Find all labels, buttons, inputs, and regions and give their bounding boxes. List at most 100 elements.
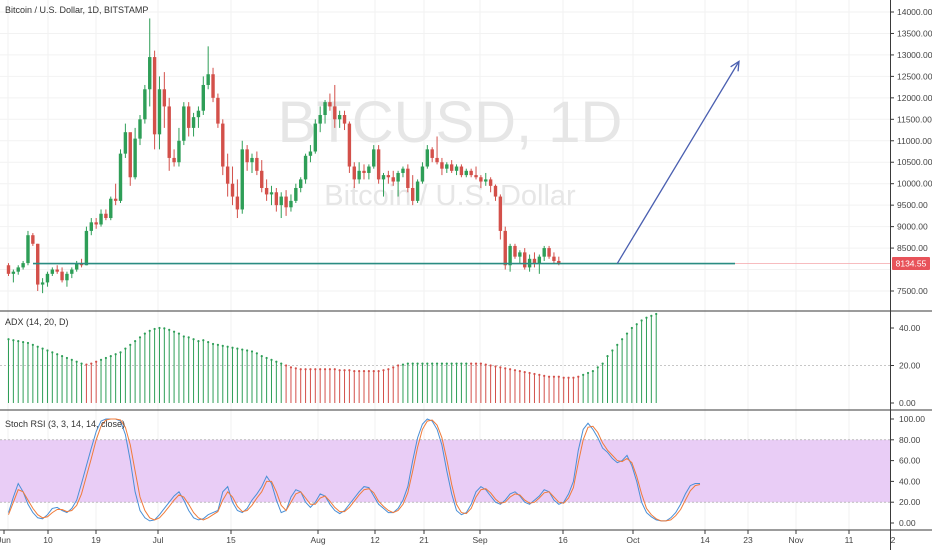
candle (255, 151, 259, 176)
adx-point (421, 362, 424, 365)
time-scale[interactable]: Jun 10 19 Jul 15 Aug 12 21 Sep 16 Oct 14 23 Nov 11 2 (0, 530, 896, 545)
adx-point (65, 356, 69, 360)
candle-body (469, 170, 473, 176)
candle-body (201, 84, 205, 111)
adx-point (163, 327, 166, 330)
candle (420, 162, 425, 184)
candle-body (479, 177, 483, 182)
adx-point (192, 338, 195, 341)
adx-point (124, 347, 127, 350)
adx-point (513, 369, 517, 372)
candle-body (498, 196, 503, 231)
forecast-arrow[interactable] (616, 60, 740, 264)
candle (328, 93, 332, 111)
stoch-tick-label: 60.00 (899, 456, 921, 466)
candle (60, 267, 64, 283)
adx-point (221, 344, 224, 347)
adx-point (557, 375, 560, 378)
adx-point (484, 363, 487, 366)
candle-body (513, 245, 517, 257)
adx-point (304, 368, 307, 371)
adx-point (187, 336, 190, 339)
adx-point (465, 362, 468, 365)
adx-point (470, 362, 473, 365)
adx-point (275, 360, 278, 363)
candle-body (196, 110, 201, 118)
adx-point (138, 336, 142, 339)
candle (454, 164, 459, 176)
candle-body (372, 149, 376, 167)
candle (381, 172, 386, 197)
candle-body (401, 168, 405, 173)
adx-point (640, 319, 643, 322)
adx-point (586, 371, 590, 375)
candle-body (264, 187, 269, 195)
adx-point (216, 343, 220, 346)
time-tick-label: Nov (788, 535, 804, 545)
candle (211, 67, 215, 103)
candle (274, 187, 279, 212)
candle (284, 190, 288, 216)
candle-body (532, 258, 537, 264)
candle (440, 157, 444, 176)
adx-point (645, 316, 648, 319)
candle (245, 145, 249, 171)
candle (294, 183, 298, 204)
watermark-name: Bitcoin / U.S. Dollar (324, 180, 576, 212)
stoch-tick-label: 80.00 (899, 435, 921, 445)
candle (508, 243, 512, 272)
candle (235, 179, 240, 219)
candle-body (474, 175, 478, 178)
adx-point (168, 328, 171, 331)
candle-body (40, 282, 45, 285)
candle-body (459, 166, 464, 176)
candle (113, 183, 118, 206)
time-tick-label: Aug (310, 535, 325, 545)
candle (269, 185, 274, 206)
adx-point (338, 369, 341, 372)
candle-body (537, 256, 542, 264)
adx-point (387, 368, 390, 371)
candle-body (186, 106, 191, 128)
adx-point (319, 368, 322, 371)
candle (143, 84, 147, 124)
price-tick-label: 13000.00 (897, 50, 932, 60)
adx-point (445, 362, 448, 365)
adx-point (289, 366, 293, 369)
candle (148, 18, 152, 107)
price-tick-label: 13500.00 (897, 28, 932, 38)
candle-body (523, 252, 527, 268)
candle (299, 177, 303, 193)
adx-point (358, 370, 361, 373)
adx-point (450, 362, 453, 365)
candle (386, 170, 391, 184)
adx-point (367, 370, 370, 373)
candle-body (430, 149, 434, 158)
adx-point (625, 332, 629, 335)
adx-point (591, 370, 595, 373)
candle (118, 149, 123, 204)
candle-body (240, 149, 244, 210)
adx-point (129, 343, 132, 346)
adx-point (601, 362, 604, 365)
adx-title: ADX (14, 20, D) (5, 317, 69, 327)
adx-tick-label: 40.00 (899, 323, 921, 333)
adx-point (577, 375, 580, 378)
adx-point (143, 332, 146, 335)
candle (186, 102, 191, 137)
candle-body (65, 273, 69, 281)
adx-point (474, 362, 478, 365)
adx-point (309, 368, 312, 371)
candle (318, 106, 322, 133)
adx-point (372, 370, 375, 373)
candle-body (94, 222, 98, 225)
adx-point (606, 355, 609, 358)
price-scale[interactable]: 14000.00 13500.00 13000.00 12500.00 12000.00… (890, 7, 932, 528)
candle (31, 233, 35, 246)
adx-point (582, 373, 585, 376)
adx-point (172, 330, 176, 333)
candle-body (411, 187, 415, 201)
adx-point (12, 339, 15, 342)
adx-point (134, 340, 137, 343)
